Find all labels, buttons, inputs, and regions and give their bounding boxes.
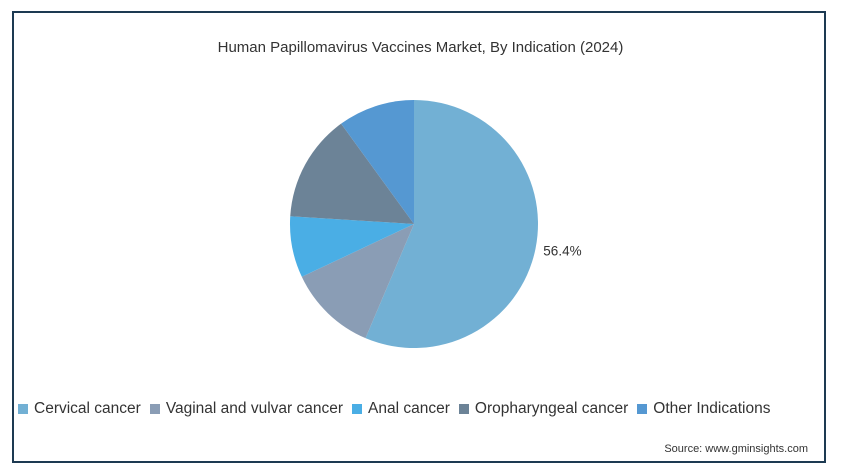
legend-label: Anal cancer <box>368 400 450 417</box>
legend-item-5: Other Indications <box>637 400 770 418</box>
legend-swatch <box>18 404 28 414</box>
chart-title: Human Papillomavirus Vaccines Market, By… <box>217 39 624 56</box>
pie-slice-1 <box>365 100 538 348</box>
legend-swatch <box>458 404 469 414</box>
pie-data-labels: 56.4% <box>543 243 581 258</box>
pie-slices <box>289 100 538 348</box>
legend-label: Vaginal and vulvar cancer <box>165 400 344 417</box>
legend-item-4: Oropharyngeal cancer <box>458 400 629 418</box>
legend-item-2: Vaginal and vulvar cancer <box>149 400 344 418</box>
pie-data-label-1: 56.4% <box>543 243 581 258</box>
pie-slice-4 <box>290 123 414 224</box>
chart-legend: Cervical cancer Vaginal and vulvar cancer… <box>18 399 779 419</box>
legend-swatch <box>637 404 648 414</box>
legend-label: Other Indications <box>653 400 771 417</box>
legend-label: Cervical cancer <box>34 400 141 417</box>
legend-item-1: Cervical cancer <box>18 400 141 418</box>
pie-slice-3 <box>289 216 414 277</box>
pie-slice-2 <box>301 224 414 339</box>
legend-swatch <box>149 404 160 414</box>
legend-swatch <box>352 404 363 414</box>
legend-label: Oropharyngeal cancer <box>474 400 629 417</box>
chart-source: Source: www.gminsights.com <box>664 443 808 455</box>
pie-slice-5 <box>341 100 414 224</box>
legend-item-3: Anal cancer <box>352 400 450 418</box>
